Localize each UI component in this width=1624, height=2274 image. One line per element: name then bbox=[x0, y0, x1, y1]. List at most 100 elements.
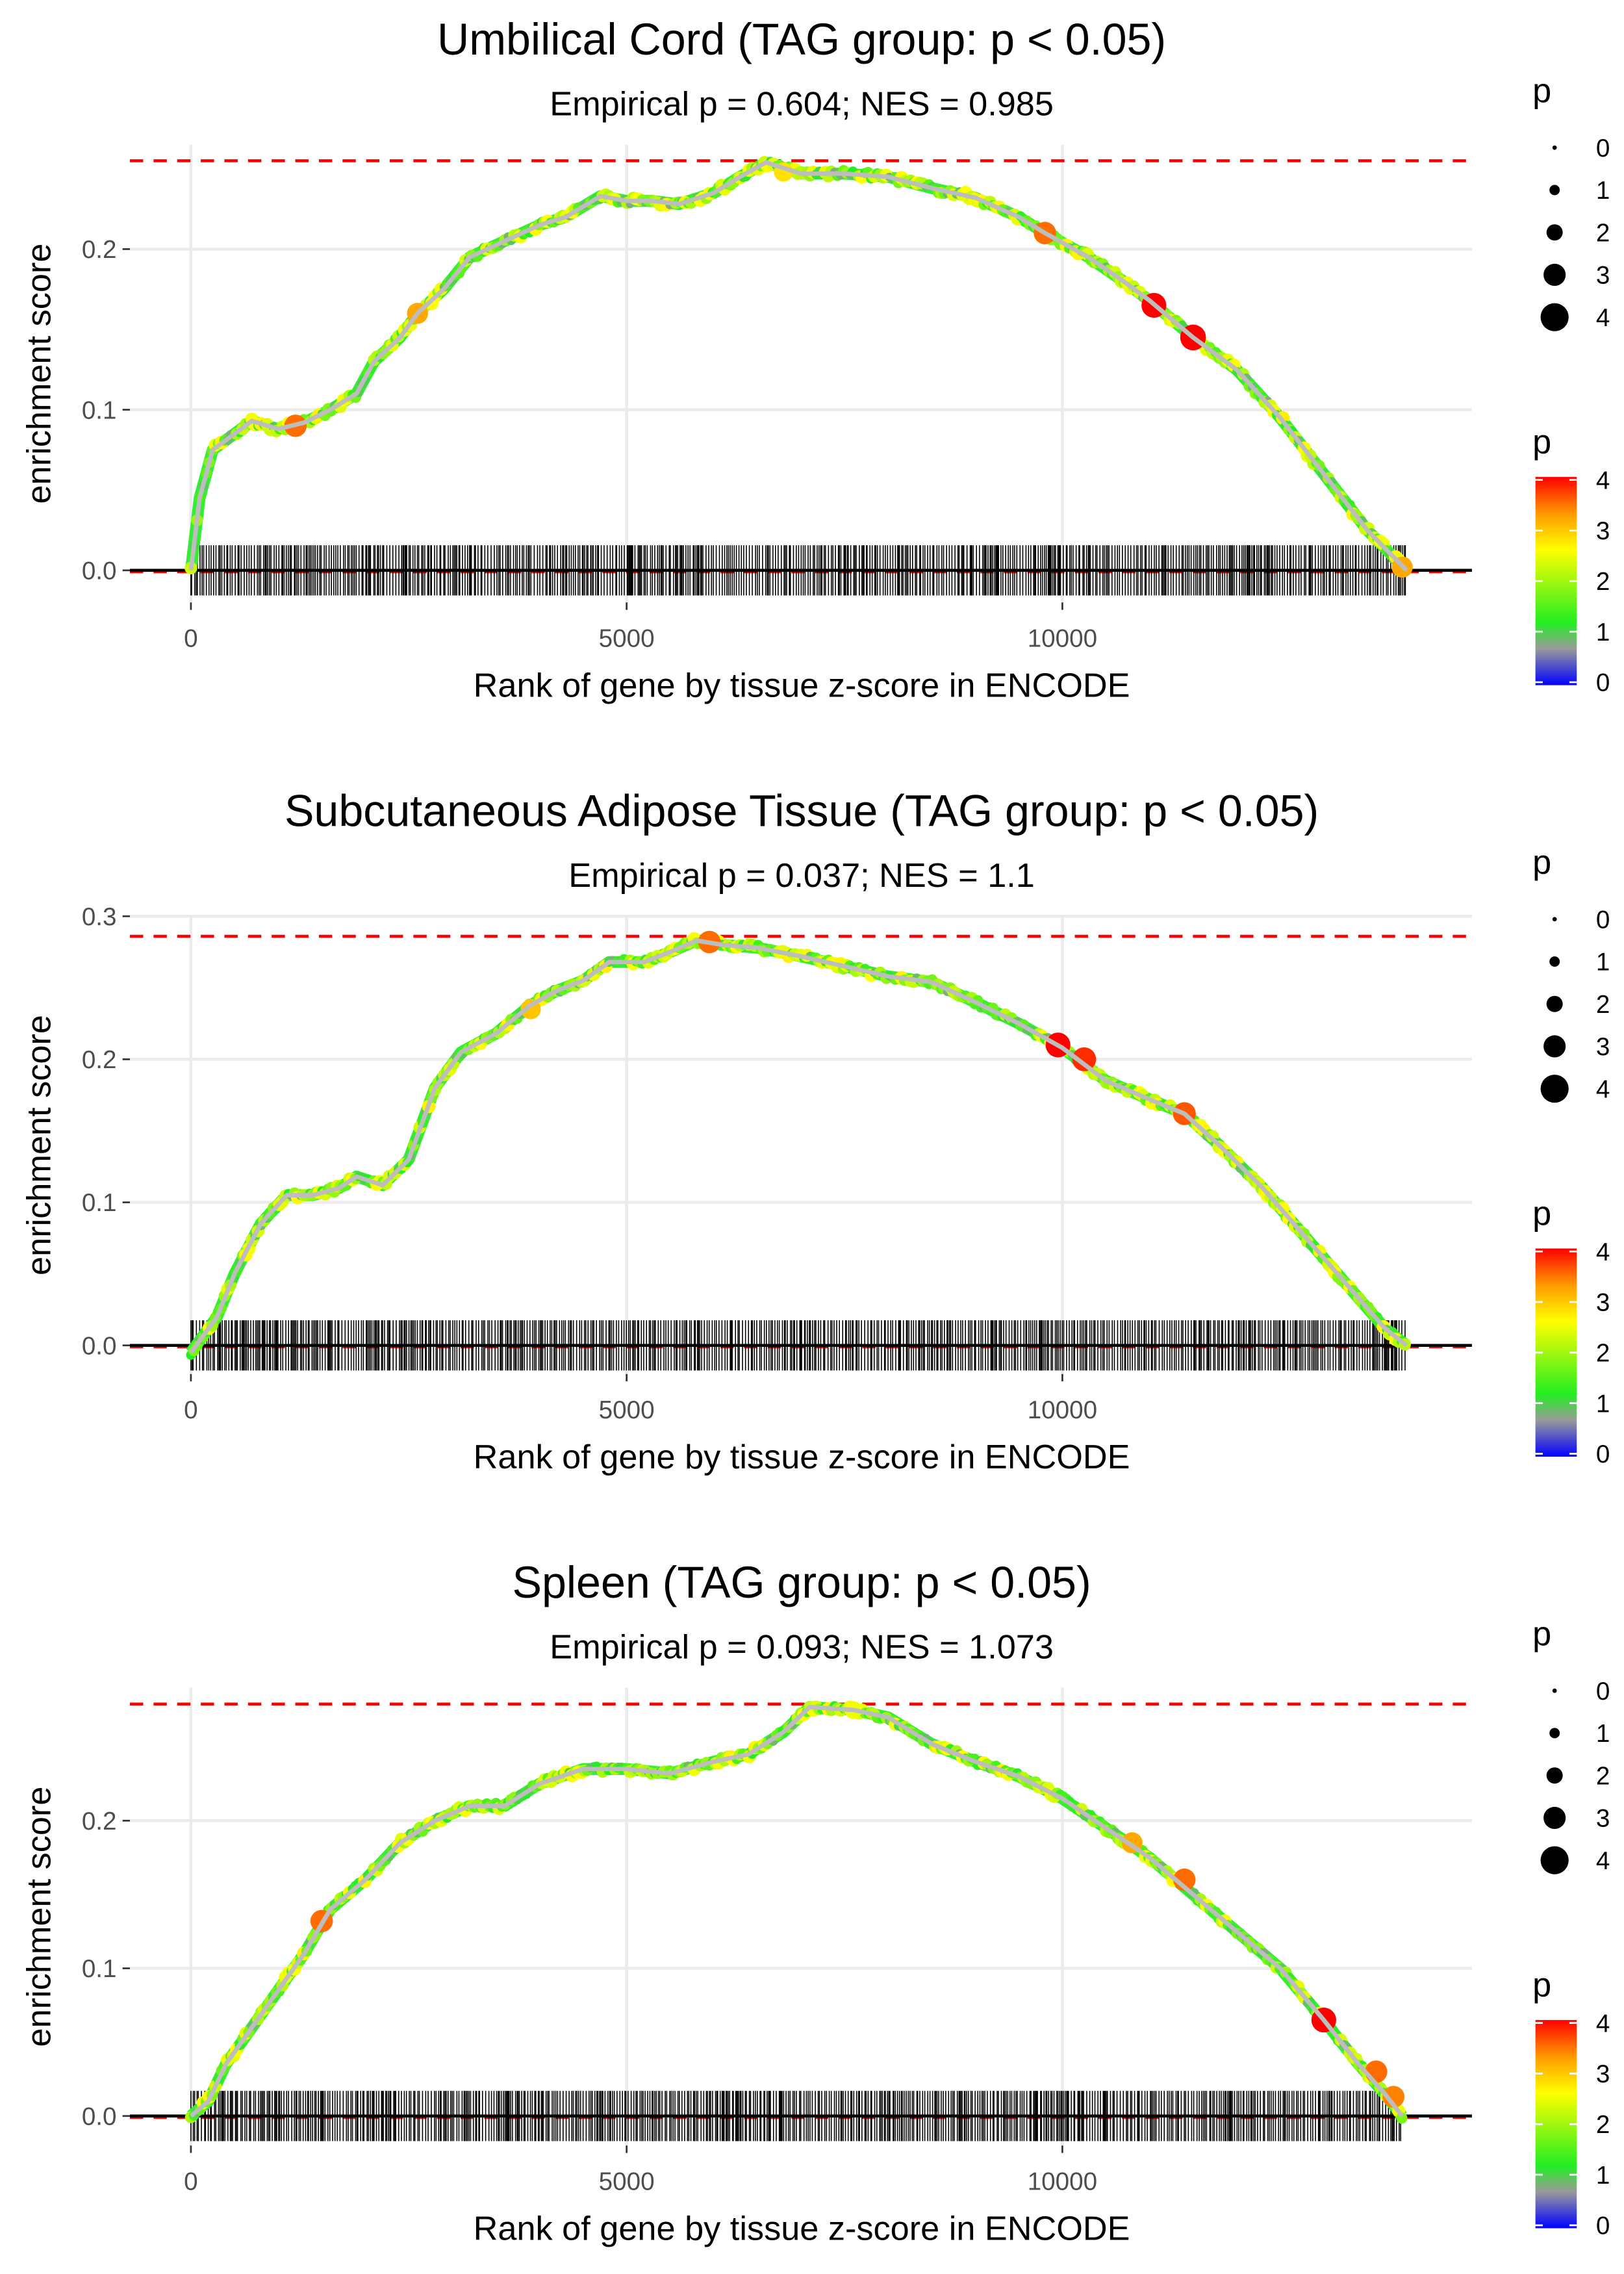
size-legend-dot bbox=[1549, 956, 1560, 967]
color-legend-label: 1 bbox=[1596, 1390, 1610, 1418]
size-legend-dot bbox=[1540, 1846, 1569, 1874]
size-legend-dot bbox=[1549, 185, 1560, 196]
size-legend-label: 0 bbox=[1596, 906, 1610, 934]
color-legend-label: 4 bbox=[1596, 2010, 1610, 2038]
color-legend-title: p bbox=[1532, 424, 1551, 461]
y-tick-label: 0.1 bbox=[82, 1955, 117, 1983]
color-legend-label: 2 bbox=[1596, 1339, 1610, 1367]
y-axis-label: enrichment score bbox=[20, 1787, 58, 2047]
x-tick-label: 0 bbox=[184, 624, 197, 652]
es-points bbox=[184, 1700, 1408, 2124]
y-tick-label: 0.2 bbox=[82, 1808, 117, 1835]
size-legend-label: 3 bbox=[1596, 262, 1610, 290]
size-legend-dot bbox=[1543, 1806, 1566, 1829]
size-legend: p 0 1 2 3 4 bbox=[1532, 843, 1610, 1103]
x-tick-label: 5000 bbox=[599, 624, 655, 652]
color-legend-label: 2 bbox=[1596, 2111, 1610, 2139]
x-tick-label: 10000 bbox=[1028, 2167, 1097, 2195]
es-point-significant bbox=[1072, 1047, 1097, 1071]
es-curve-line bbox=[189, 938, 1408, 1354]
size-legend-label: 0 bbox=[1596, 1678, 1610, 1706]
color-legend-label: 3 bbox=[1596, 517, 1610, 545]
size-legend-dot bbox=[1552, 145, 1557, 150]
x-tick-label: 10000 bbox=[1028, 1396, 1097, 1424]
size-legend-title: p bbox=[1532, 72, 1551, 110]
es-point-significant bbox=[1382, 2086, 1405, 2108]
size-legend: p 0 1 2 3 4 bbox=[1532, 1615, 1610, 1875]
color-legend-label: 4 bbox=[1596, 466, 1610, 494]
y-axis-label: enrichment score bbox=[20, 244, 58, 504]
size-legend-label: 2 bbox=[1596, 1762, 1610, 1790]
x-tick-label: 10000 bbox=[1028, 624, 1097, 652]
y-tick-label: 0.1 bbox=[82, 1189, 117, 1217]
y-axis-label: enrichment score bbox=[20, 1015, 58, 1275]
y-tick-label: 0.0 bbox=[82, 2102, 117, 2130]
chart-title: Umbilical Cord (TAG group: p < 0.05) bbox=[437, 15, 1166, 64]
color-legend-label: 0 bbox=[1596, 669, 1610, 697]
color-legend-label: 3 bbox=[1596, 1289, 1610, 1317]
size-legend-label: 3 bbox=[1596, 1805, 1610, 1833]
x-axis-label: Rank of gene by tissue z-score in ENCODE bbox=[474, 2210, 1130, 2248]
size-legend-label: 3 bbox=[1596, 1033, 1610, 1061]
x-tick-label: 0 bbox=[184, 1396, 197, 1424]
color-legend-label: 0 bbox=[1596, 1440, 1610, 1468]
chart-subtitle: Empirical p = 0.604; NES = 0.985 bbox=[550, 85, 1054, 123]
x-tick-label: 5000 bbox=[599, 1396, 655, 1424]
chart-subtitle: Empirical p = 0.093; NES = 1.073 bbox=[550, 1628, 1054, 1666]
color-legend-label: 4 bbox=[1596, 1238, 1610, 1266]
size-legend-dot bbox=[1540, 303, 1569, 331]
color-legend-label: 1 bbox=[1596, 2162, 1610, 2190]
size-legend-dot bbox=[1549, 1728, 1560, 1739]
y-tick-label: 0.0 bbox=[82, 1332, 117, 1360]
y-tick-label: 0.0 bbox=[82, 557, 117, 585]
panel-1: Umbilical Cord (TAG group: p < 0.05) Empi… bbox=[20, 15, 1610, 705]
size-legend-dot bbox=[1546, 995, 1563, 1012]
color-legend-title: p bbox=[1532, 1967, 1551, 2004]
x-axis-label: Rank of gene by tissue z-score in ENCODE bbox=[474, 667, 1130, 705]
color-legend: p 0 1 2 3 4 bbox=[1532, 1967, 1610, 2240]
size-legend-dot bbox=[1543, 263, 1566, 286]
color-legend: p 0 1 2 3 4 bbox=[1532, 424, 1610, 697]
panel-2: Subcutaneous Adipose Tissue (TAG group: … bbox=[20, 787, 1610, 1477]
size-legend-label: 1 bbox=[1596, 1720, 1610, 1748]
y-tick-label: 0.2 bbox=[82, 1046, 117, 1074]
color-legend-label: 2 bbox=[1596, 568, 1610, 596]
y-tick-label: 0.1 bbox=[82, 396, 117, 424]
color-legend-label: 0 bbox=[1596, 2212, 1610, 2240]
es-point-significant bbox=[1173, 1868, 1196, 1891]
color-legend-label: 1 bbox=[1596, 619, 1610, 646]
size-legend-label: 4 bbox=[1596, 304, 1610, 332]
size-legend-dot bbox=[1540, 1075, 1569, 1103]
size-legend-label: 2 bbox=[1596, 219, 1610, 247]
x-axis-label: Rank of gene by tissue z-score in ENCODE bbox=[474, 1438, 1130, 1476]
size-legend-title: p bbox=[1532, 843, 1551, 881]
y-tick-label: 0.2 bbox=[82, 236, 117, 264]
size-legend-label: 1 bbox=[1596, 177, 1610, 205]
size-legend-title: p bbox=[1532, 1615, 1551, 1653]
size-legend-label: 0 bbox=[1596, 134, 1610, 162]
es-curve-line bbox=[188, 160, 1408, 572]
x-tick-label: 0 bbox=[184, 2167, 197, 2195]
es-curve-line bbox=[189, 1704, 1404, 2118]
chart-subtitle: Empirical p = 0.037; NES = 1.1 bbox=[568, 857, 1035, 895]
size-legend-dot bbox=[1552, 1688, 1557, 1693]
size-legend: p 0 1 2 3 4 bbox=[1532, 72, 1610, 332]
size-legend-dot bbox=[1552, 917, 1557, 922]
x-tick-label: 5000 bbox=[599, 2167, 655, 2195]
color-legend: p 0 1 2 3 4 bbox=[1532, 1195, 1610, 1468]
size-legend-dot bbox=[1546, 224, 1563, 241]
chart-title: Subcutaneous Adipose Tissue (TAG group: … bbox=[285, 787, 1319, 836]
size-legend-dot bbox=[1543, 1035, 1566, 1058]
es-point-significant bbox=[1365, 2060, 1388, 2083]
size-legend-label: 4 bbox=[1596, 1075, 1610, 1103]
color-legend-label: 3 bbox=[1596, 2060, 1610, 2088]
size-legend-label: 2 bbox=[1596, 991, 1610, 1019]
panel-3: Spleen (TAG group: p < 0.05) Empirical p … bbox=[20, 1558, 1610, 2248]
es-points bbox=[186, 930, 1412, 1360]
color-legend-title: p bbox=[1532, 1195, 1551, 1233]
chart-title: Spleen (TAG group: p < 0.05) bbox=[513, 1558, 1091, 1607]
y-tick-label: 0.3 bbox=[82, 903, 117, 931]
size-legend-label: 1 bbox=[1596, 949, 1610, 977]
size-legend-label: 4 bbox=[1596, 1847, 1610, 1875]
